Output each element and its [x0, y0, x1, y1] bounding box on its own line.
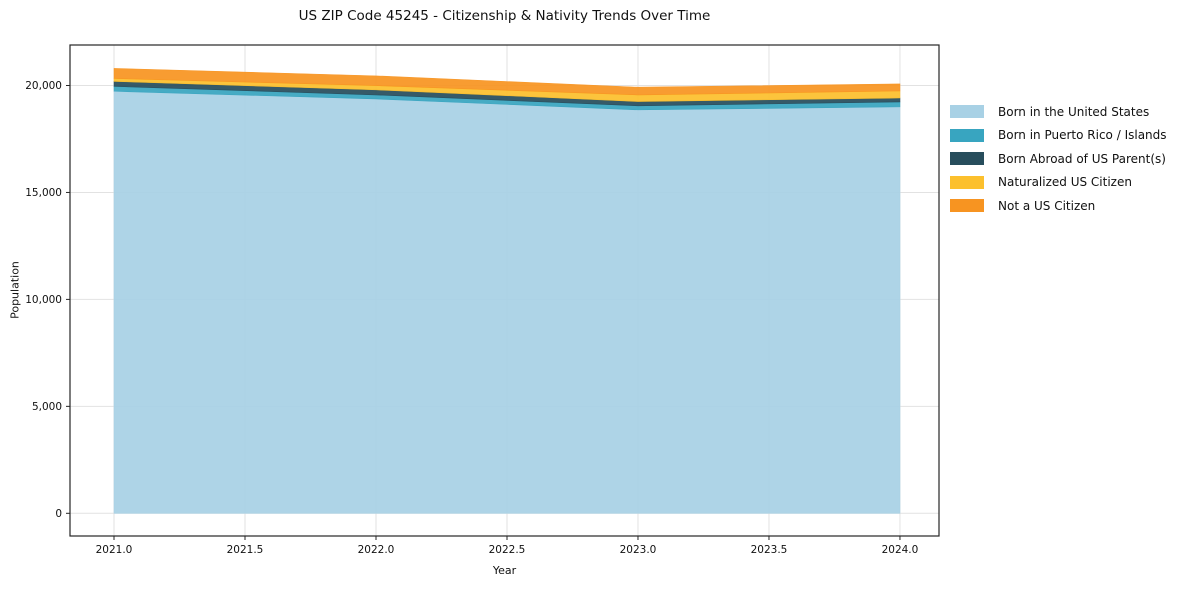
legend-label: Naturalized US Citizen — [998, 175, 1132, 190]
legend-label: Born Abroad of US Parent(s) — [998, 151, 1166, 166]
legend-swatch-born-abroad-of-us-parent-s — [950, 152, 984, 166]
legend-item-naturalized-us-citizen: Naturalized US Citizen — [950, 171, 1167, 195]
legend-swatch-not-a-us-citizen — [950, 199, 984, 213]
y-tick-label: 15,000 — [25, 187, 62, 199]
y-tick-label: 10,000 — [25, 294, 62, 306]
y-tick-label: 5,000 — [32, 401, 62, 413]
legend-label: Born in Puerto Rico / Islands — [998, 128, 1167, 143]
legend-item-born-in-the-united-states: Born in the United States — [950, 100, 1167, 124]
legend-item-born-in-puerto-rico-islands: Born in Puerto Rico / Islands — [950, 124, 1167, 148]
y-tick-label: 0 — [55, 508, 62, 520]
y-tick-label: 20,000 — [25, 80, 62, 92]
x-tick-label: 2021.5 — [227, 544, 264, 556]
legend-label: Born in the United States — [998, 104, 1150, 119]
x-tick-label: 2022.5 — [489, 544, 526, 556]
x-tick-label: 2023.0 — [620, 544, 657, 556]
legend-label: Not a US Citizen — [998, 198, 1096, 213]
x-tick-label: 2023.5 — [751, 544, 788, 556]
x-axis-label: Year — [492, 564, 517, 577]
chart-title: US ZIP Code 45245 - Citizenship & Nativi… — [298, 8, 711, 24]
x-tick-label: 2024.0 — [882, 544, 919, 556]
plot-border — [69, 44, 940, 537]
legend-item-born-abroad-of-us-parent-s: Born Abroad of US Parent(s) — [950, 147, 1167, 171]
x-tick-label: 2022.0 — [358, 544, 395, 556]
legend-swatch-naturalized-us-citizen — [950, 175, 984, 189]
legend-swatch-born-in-the-united-states — [950, 105, 984, 119]
y-axis-label: Population — [8, 261, 22, 319]
x-tick-label: 2021.0 — [96, 544, 133, 556]
area-born-in-the-united-states — [113, 90, 901, 514]
legend-swatch-born-in-puerto-rico-islands — [950, 128, 984, 142]
area-not-a-us-citizen — [113, 68, 901, 96]
legend: Born in the United States Born in Puerto … — [950, 100, 1167, 218]
legend-item-not-a-us-citizen: Not a US Citizen — [950, 194, 1167, 218]
